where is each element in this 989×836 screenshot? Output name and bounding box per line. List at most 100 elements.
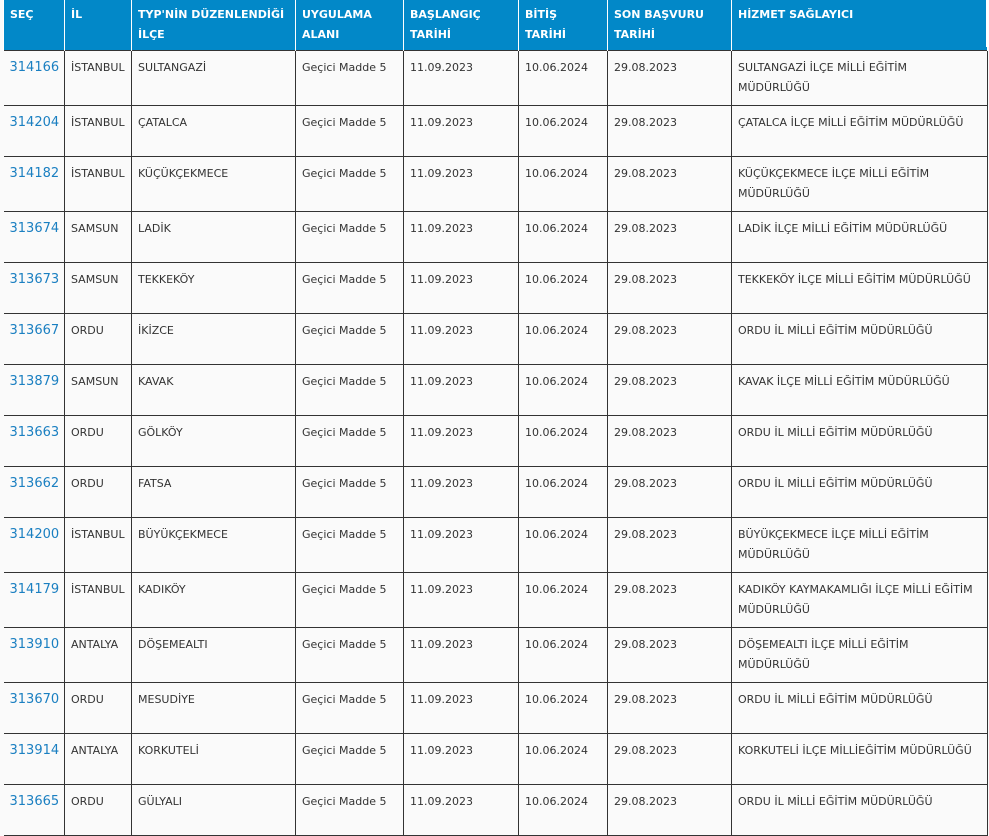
select-link[interactable]: 314200 (9, 527, 60, 542)
cell-sec: 313673 (3, 262, 65, 314)
cell-baslangic: 11.09.2023 (403, 105, 519, 157)
select-link[interactable]: 313667 (9, 323, 60, 338)
select-link[interactable]: 313665 (9, 794, 60, 809)
table-row: 314179 İSTANBUL KADIKÖY Geçici Madde 5 11.09… (3, 572, 988, 628)
cell-son: 29.08.2023 (607, 50, 732, 106)
cell-saglayici: ORDU İL MİLLİ EĞİTİM MÜDÜRLÜĞÜ (731, 313, 988, 365)
cell-son: 29.08.2023 (607, 733, 732, 785)
select-link[interactable]: 313910 (9, 637, 60, 652)
cell-son: 29.08.2023 (607, 466, 732, 518)
cell-alan: Geçici Madde 5 (295, 733, 404, 785)
cell-son: 29.08.2023 (607, 105, 732, 157)
cell-bitis: 10.06.2024 (518, 784, 608, 836)
cell-bitis: 10.06.2024 (518, 415, 608, 467)
cell-ilce: BÜYÜKÇEKMECE (131, 517, 296, 573)
cell-il: ORDU (64, 415, 132, 467)
select-link[interactable]: 313879 (9, 374, 60, 389)
cell-sec: 313662 (3, 466, 65, 518)
cell-baslangic: 11.09.2023 (403, 211, 519, 263)
select-link[interactable]: 313670 (9, 692, 60, 707)
cell-baslangic: 11.09.2023 (403, 627, 519, 683)
cell-il: SAMSUN (64, 211, 132, 263)
cell-il: ANTALYA (64, 733, 132, 785)
cell-son: 29.08.2023 (607, 156, 732, 212)
cell-sec: 314200 (3, 517, 65, 573)
cell-son: 29.08.2023 (607, 262, 732, 314)
cell-ilce: KORKUTELİ (131, 733, 296, 785)
cell-alan: Geçici Madde 5 (295, 105, 404, 157)
cell-bitis: 10.06.2024 (518, 733, 608, 785)
header-il: İL (64, 0, 132, 51)
cell-il: ORDU (64, 313, 132, 365)
select-link[interactable]: 314166 (9, 60, 60, 75)
cell-saglayici: TEKKEKÖY İLÇE MİLLİ EĞİTİM MÜDÜRLÜĞÜ (731, 262, 988, 314)
cell-il: ORDU (64, 682, 132, 734)
select-link[interactable]: 313662 (9, 476, 60, 491)
cell-ilce: GÜLYALI (131, 784, 296, 836)
cell-son: 29.08.2023 (607, 572, 732, 628)
cell-ilce: KAVAK (131, 364, 296, 416)
table-row: 313662 ORDU FATSA Geçici Madde 5 11.09.2023 1… (3, 466, 988, 518)
table-row: 313879 SAMSUN KAVAK Geçici Madde 5 11.09.202… (3, 364, 988, 416)
cell-alan: Geçici Madde 5 (295, 415, 404, 467)
cell-saglayici: ORDU İL MİLLİ EĞİTİM MÜDÜRLÜĞÜ (731, 466, 988, 518)
cell-sec: 313663 (3, 415, 65, 467)
cell-ilce: GÖLKÖY (131, 415, 296, 467)
select-link[interactable]: 314182 (9, 166, 60, 181)
cell-alan: Geçici Madde 5 (295, 262, 404, 314)
cell-il: İSTANBUL (64, 50, 132, 106)
cell-sec: 313670 (3, 682, 65, 734)
table-row: 314204 İSTANBUL ÇATALCA Geçici Madde 5 11.09… (3, 105, 988, 157)
table-row: 313665 ORDU GÜLYALI Geçici Madde 5 11.09.202… (3, 784, 988, 836)
cell-alan: Geçici Madde 5 (295, 627, 404, 683)
cell-ilce: İKİZCE (131, 313, 296, 365)
table-row: 313674 SAMSUN LADİK Geçici Madde 5 11.09.202… (3, 211, 988, 263)
select-link[interactable]: 313663 (9, 425, 60, 440)
cell-ilce: DÖŞEMEALTI (131, 627, 296, 683)
cell-son: 29.08.2023 (607, 627, 732, 683)
cell-ilce: SULTANGAZİ (131, 50, 296, 106)
cell-saglayici: ORDU İL MİLLİ EĞİTİM MÜDÜRLÜĞÜ (731, 415, 988, 467)
select-link[interactable]: 313673 (9, 272, 60, 287)
cell-bitis: 10.06.2024 (518, 50, 608, 106)
cell-baslangic: 11.09.2023 (403, 517, 519, 573)
cell-son: 29.08.2023 (607, 211, 732, 263)
table-row: 313670 ORDU MESUDİYE Geçici Madde 5 11.09.20… (3, 682, 988, 734)
header-son-basvuru: SON BAŞVURU TARİHİ (607, 0, 732, 51)
cell-baslangic: 11.09.2023 (403, 466, 519, 518)
cell-il: ANTALYA (64, 627, 132, 683)
cell-saglayici: SULTANGAZİ İLÇE MİLLİ EĞİTİM MÜDÜRLÜĞÜ (731, 50, 988, 106)
cell-sec: 313879 (3, 364, 65, 416)
cell-alan: Geçici Madde 5 (295, 50, 404, 106)
cell-baslangic: 11.09.2023 (403, 415, 519, 467)
cell-alan: Geçici Madde 5 (295, 313, 404, 365)
cell-sec: 314182 (3, 156, 65, 212)
cell-ilce: KADIKÖY (131, 572, 296, 628)
select-link[interactable]: 314179 (9, 582, 60, 597)
cell-il: ORDU (64, 466, 132, 518)
cell-bitis: 10.06.2024 (518, 262, 608, 314)
cell-il: SAMSUN (64, 262, 132, 314)
cell-bitis: 10.06.2024 (518, 313, 608, 365)
cell-saglayici: KORKUTELİ İLÇE MİLLİEĞİTİM MÜDÜRLÜĞÜ (731, 733, 988, 785)
cell-son: 29.08.2023 (607, 415, 732, 467)
cell-il: İSTANBUL (64, 156, 132, 212)
cell-bitis: 10.06.2024 (518, 682, 608, 734)
select-link[interactable]: 313674 (9, 221, 60, 236)
cell-sec: 313674 (3, 211, 65, 263)
typ-table: SEÇ İL TYP'NİN DÜZENLENDİĞİ İLÇE UYGULAM… (3, 0, 988, 836)
cell-sec: 314179 (3, 572, 65, 628)
cell-saglayici: KAVAK İLÇE MİLLİ EĞİTİM MÜDÜRLÜĞÜ (731, 364, 988, 416)
cell-baslangic: 11.09.2023 (403, 784, 519, 836)
cell-baslangic: 11.09.2023 (403, 733, 519, 785)
table-row: 313910 ANTALYA DÖŞEMEALTI Geçici Madde 5 11.… (3, 627, 988, 683)
cell-saglayici: KADIKÖY KAYMAKAMLIĞI İLÇE MİLLİ EĞİTİM M… (731, 572, 988, 628)
cell-son: 29.08.2023 (607, 784, 732, 836)
cell-alan: Geçici Madde 5 (295, 156, 404, 212)
cell-bitis: 10.06.2024 (518, 211, 608, 263)
cell-saglayici: ORDU İL MİLLİ EĞİTİM MÜDÜRLÜĞÜ (731, 682, 988, 734)
select-link[interactable]: 314204 (9, 115, 60, 130)
cell-alan: Geçici Madde 5 (295, 682, 404, 734)
header-baslangic: BAŞLANGIÇ TARİHİ (403, 0, 519, 51)
select-link[interactable]: 313914 (9, 743, 60, 758)
